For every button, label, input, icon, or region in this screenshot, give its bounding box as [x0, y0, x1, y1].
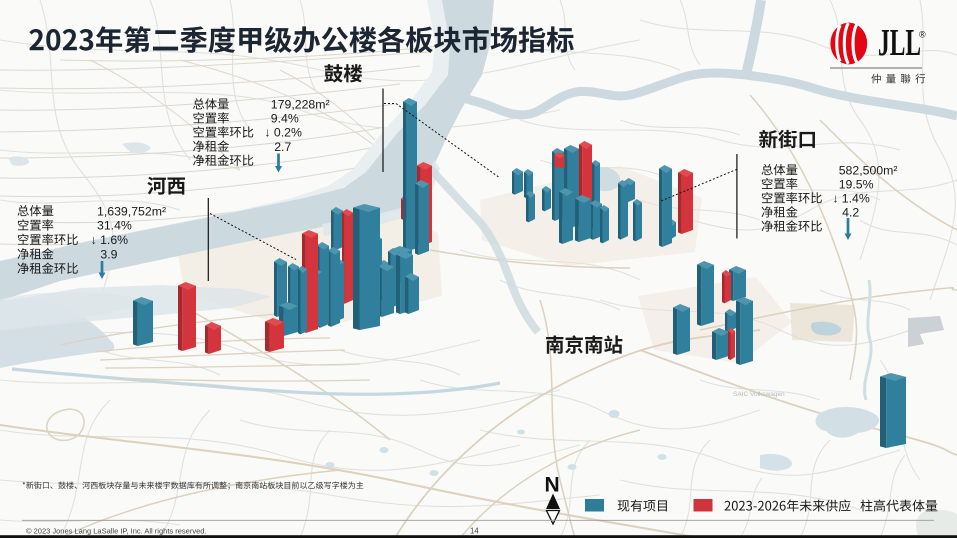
svg-text:4.2: 4.2	[839, 206, 860, 220]
svg-text:19.5%: 19.5%	[839, 177, 874, 191]
svg-text:JLL: JLL	[878, 22, 921, 64]
svg-text:3.9: 3.9	[97, 248, 118, 262]
svg-text:14: 14	[470, 527, 479, 536]
svg-text:SAIC Volkswagen: SAIC Volkswagen	[733, 391, 785, 398]
svg-text:1,639,752m²: 1,639,752m²	[97, 204, 166, 218]
svg-text:®: ®	[919, 30, 926, 40]
svg-text:9.4%: 9.4%	[271, 112, 299, 126]
svg-text:↓ 0.2%: ↓ 0.2%	[264, 126, 302, 140]
svg-text:2.7: 2.7	[271, 140, 292, 154]
svg-text:N: N	[545, 474, 560, 497]
svg-text:582,500m²: 582,500m²	[839, 163, 898, 177]
svg-text:© 2023 Jones Lang LaSalle IP,: © 2023 Jones Lang LaSalle IP, Inc. All r…	[26, 526, 207, 535]
svg-text:31.4%: 31.4%	[97, 219, 132, 233]
svg-text:↓ 1.4%: ↓ 1.4%	[832, 192, 870, 206]
svg-text:↓ 1.6%: ↓ 1.6%	[91, 233, 129, 247]
svg-text:179,228m²: 179,228m²	[271, 98, 330, 112]
